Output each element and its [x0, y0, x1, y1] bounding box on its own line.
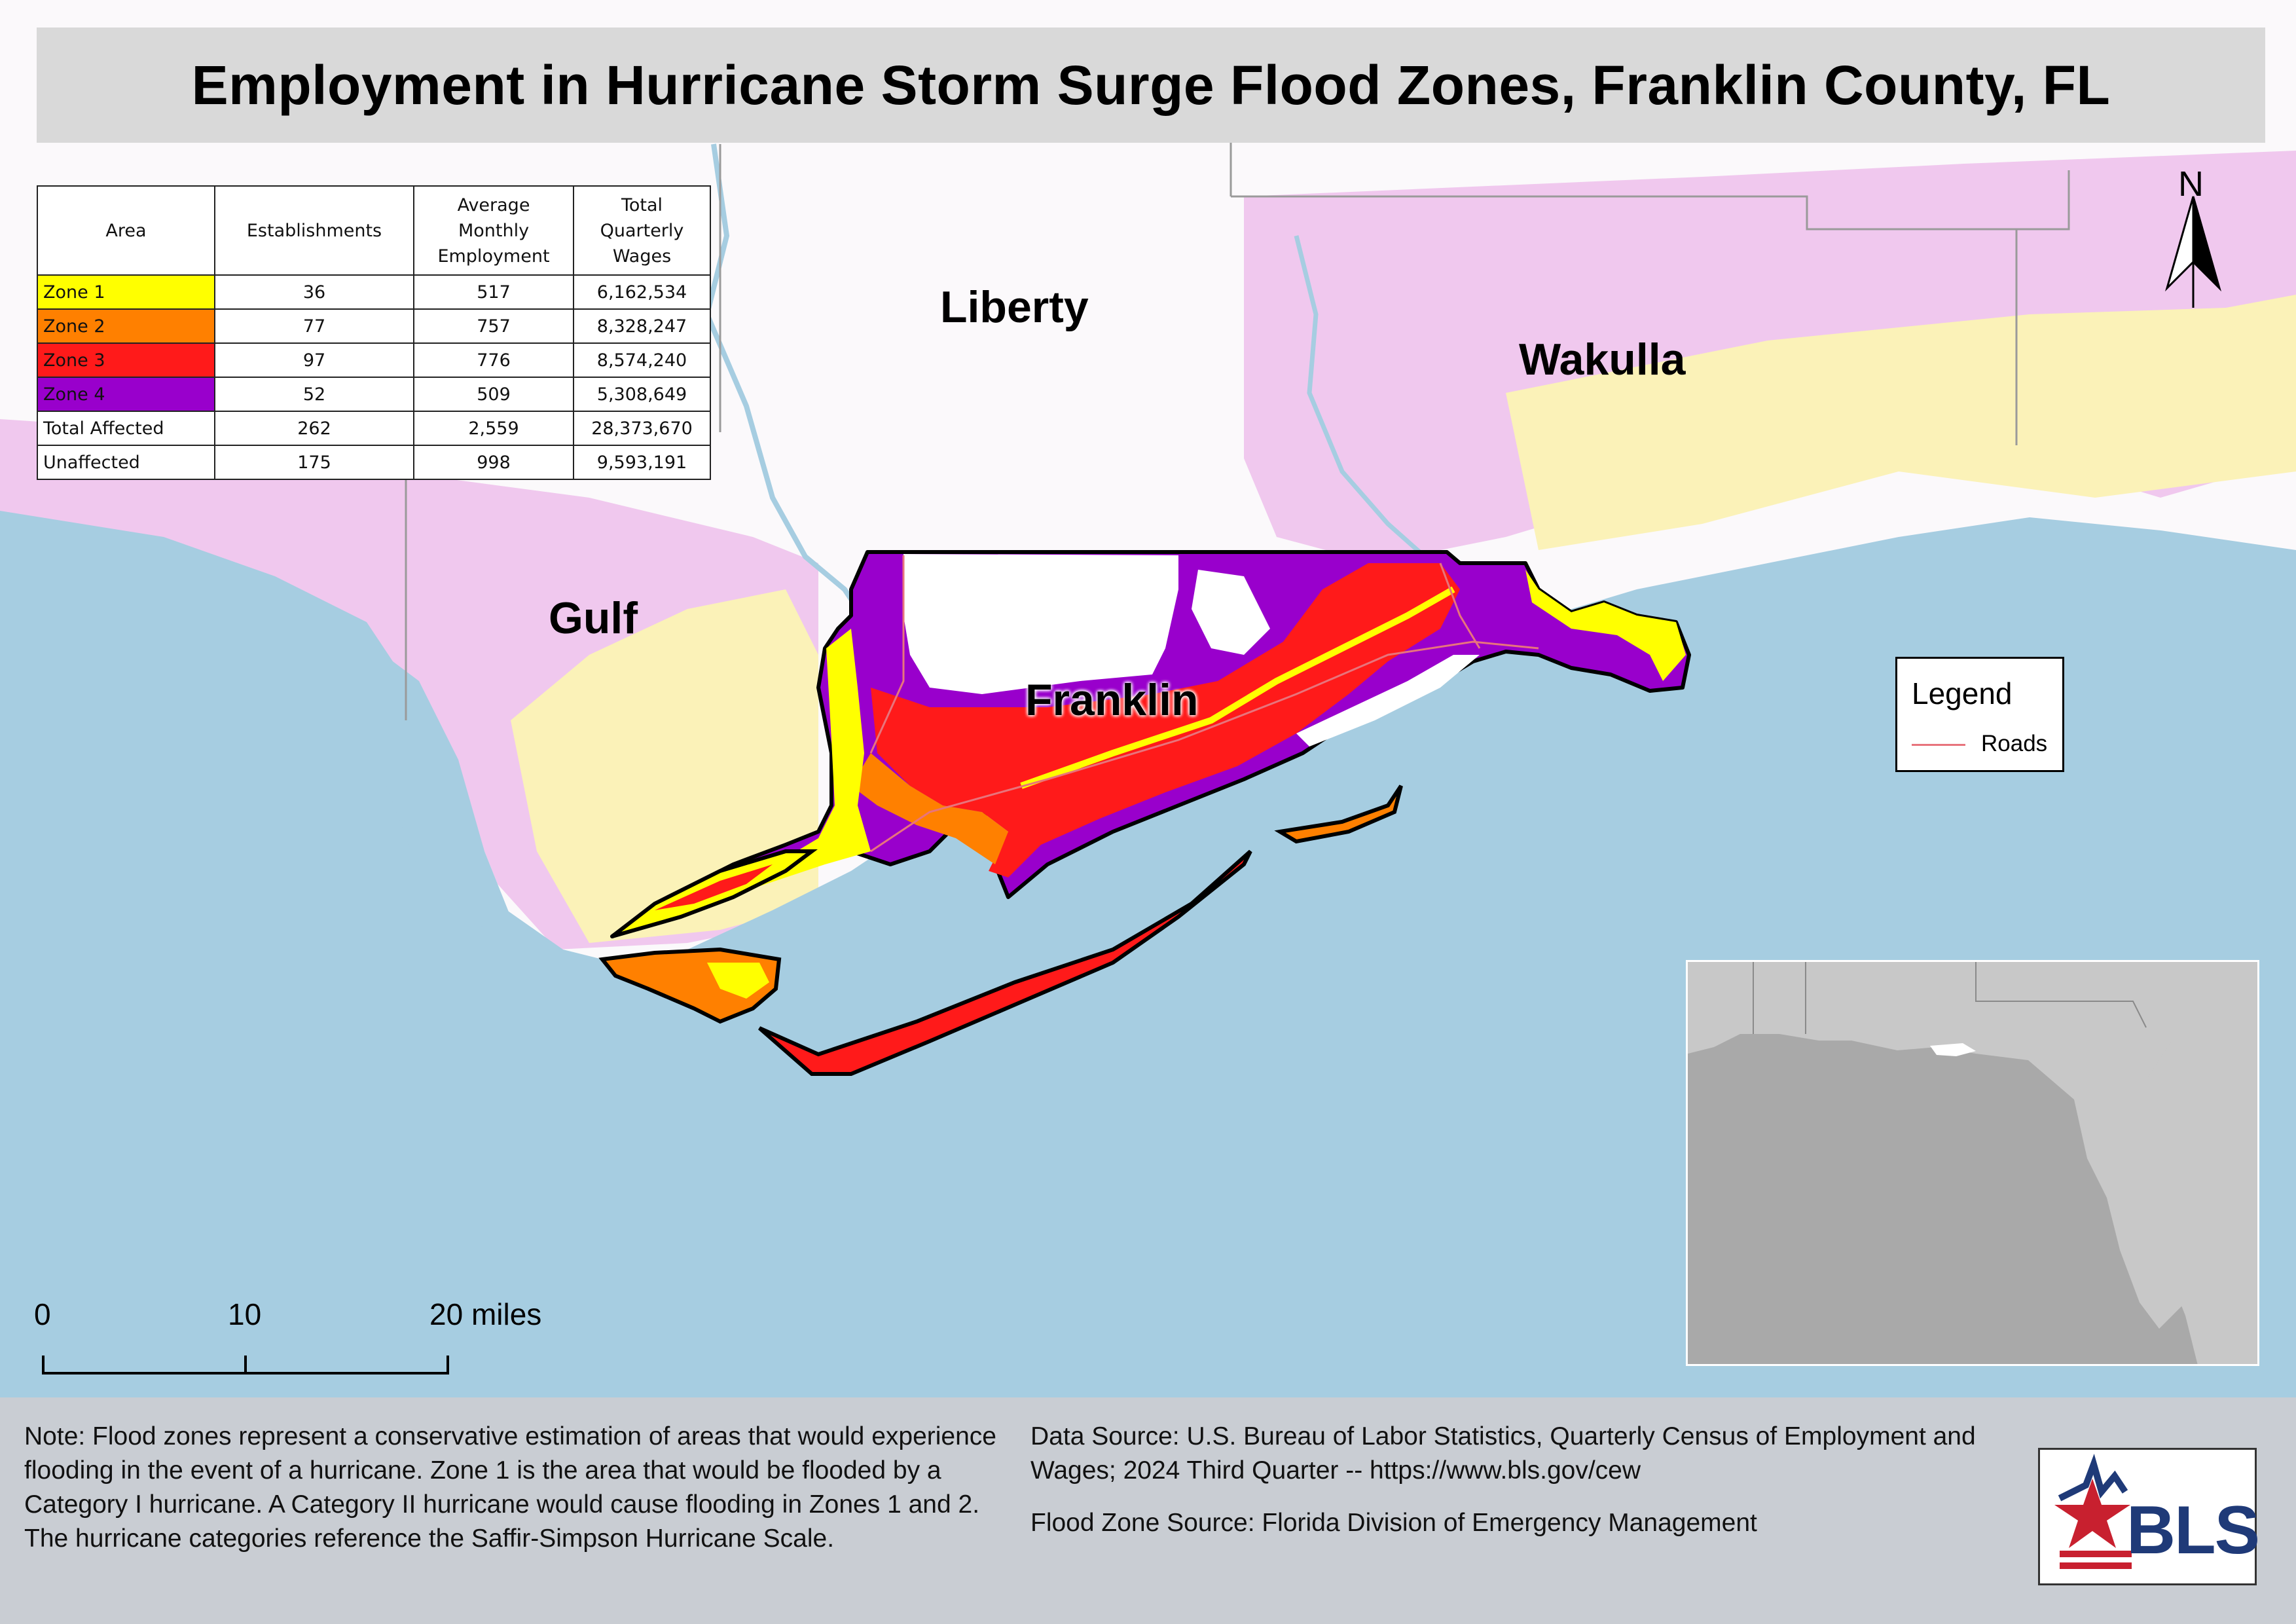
county-label-franklin: Franklin — [1025, 675, 1199, 725]
table-cell-employment: 517 — [413, 274, 574, 310]
inset-map — [1688, 962, 2257, 1364]
table-row: Zone 2 77 757 8,328,247 — [37, 308, 711, 344]
county-label-liberty: Liberty — [940, 282, 1089, 332]
table-cell-area: Total Affected — [37, 411, 215, 446]
apalachicola-river — [704, 143, 873, 631]
table-cell-establishments: 175 — [214, 445, 414, 480]
header-wages: Total Quarterly Wages — [573, 185, 711, 276]
north-arrow-icon — [2164, 196, 2222, 308]
table-cell-employment: 509 — [413, 377, 574, 412]
scale-label-10: 10 — [228, 1297, 262, 1331]
county-label-gulf: Gulf — [549, 593, 638, 643]
north-arrow-label: N — [2178, 164, 2204, 204]
bls-logo: BLS — [2038, 1448, 2260, 1585]
scale-bar — [42, 1356, 449, 1375]
ochlockonee-river — [1294, 235, 1449, 578]
table-cell-area: Zone 4 — [37, 377, 215, 412]
wakulla-surge-yellow — [1506, 295, 2296, 550]
franklin-zone1-river — [1020, 586, 1455, 789]
table-row: Zone 3 97 776 8,574,240 — [37, 342, 711, 378]
legend-item-roads: Roads — [1981, 731, 2048, 756]
table-row: Zone 4 52 509 5,308,649 — [37, 377, 711, 412]
footer-sources: Data Source: U.S. Bureau of Labor Statis… — [1030, 1420, 2013, 1559]
inset-florida-peninsula — [2074, 1014, 2231, 1329]
table-cell-area: Unaffected — [37, 445, 215, 480]
footer-note: Note: Flood zones represent a conservati… — [24, 1422, 996, 1553]
table-cell-employment: 2,559 — [413, 411, 574, 446]
table-cell-employment: 776 — [413, 342, 574, 378]
franklin-zone3 — [871, 563, 1460, 877]
table-cell-wages: 6,162,534 — [573, 274, 711, 310]
table-cell-employment: 757 — [413, 308, 574, 344]
table-cell-area: Zone 2 — [37, 308, 215, 344]
bls-logo-text: BLS — [2126, 1492, 2260, 1568]
gulf-surge-yellow — [511, 589, 818, 943]
roads — [869, 555, 1539, 853]
title-bar: Employment in Hurricane Storm Surge Floo… — [37, 28, 2265, 143]
table-cell-wages: 9,593,191 — [573, 445, 711, 480]
st-joseph-bay — [367, 642, 511, 930]
franklin-zone2 — [851, 753, 1008, 864]
franklin-upland — [903, 554, 1178, 694]
map-title: Employment in Hurricane Storm Surge Floo… — [191, 54, 2111, 116]
table-row: Total Affected 262 2,559 28,373,670 — [37, 411, 711, 446]
footer: Note: Flood zones represent a conservati… — [0, 1397, 2296, 1624]
scale-label-0: 0 — [34, 1297, 51, 1331]
table-header-row: Area Establishments Average Monthly Employ… — [37, 185, 711, 276]
table-cell-establishments: 77 — [214, 308, 414, 344]
tates-hell-upland — [1192, 570, 1270, 655]
table-cell-establishments: 52 — [214, 377, 414, 412]
coastal-upland — [1296, 655, 1480, 747]
header-employment: Average Monthly Employment — [413, 185, 574, 276]
scale-label-20: 20 miles — [429, 1297, 542, 1331]
table-cell-area: Zone 1 — [37, 274, 215, 310]
bls-star-icon — [2054, 1454, 2132, 1569]
table-cell-establishments: 97 — [214, 342, 414, 378]
st-george-island — [758, 849, 1252, 1076]
table-cell-establishments: 36 — [214, 274, 414, 310]
table-row: Unaffected 175 998 9,593,191 — [37, 445, 711, 480]
table-cell-area: Zone 3 — [37, 342, 215, 378]
header-area: Area — [37, 185, 215, 276]
legend-title: Legend — [1912, 676, 2013, 710]
header-establishments: Establishments — [214, 185, 414, 276]
table-cell-wages: 8,328,247 — [573, 308, 711, 344]
cape-san-blas-zone3 — [655, 864, 773, 910]
dog-island — [1274, 784, 1403, 844]
employment-table: Area Establishments Average Monthly Employ… — [37, 185, 711, 480]
legend: Legend Roads — [1895, 657, 2064, 772]
table-cell-wages: 5,308,649 — [573, 377, 711, 412]
table-cell-wages: 8,574,240 — [573, 342, 711, 378]
table-cell-wages: 28,373,670 — [573, 411, 711, 446]
county-label-wakulla: Wakulla — [1519, 335, 1686, 384]
table-cell-employment: 998 — [413, 445, 574, 480]
table-row: Zone 1 36 517 6,162,534 — [37, 274, 711, 310]
franklin-zone1-west — [746, 629, 871, 891]
roads-line-icon — [1912, 744, 1965, 746]
data-source: Data Source: U.S. Bureau of Labor Statis… — [1030, 1422, 1976, 1485]
st-vincent-zone1 — [707, 963, 769, 999]
inset-franklin-highlight — [1930, 1043, 1976, 1056]
flood-zone-source: Flood Zone Source: Florida Division of E… — [1030, 1509, 1757, 1537]
table-cell-establishments: 262 — [214, 411, 414, 446]
franklin-zone1-east — [1525, 570, 1686, 681]
inset-locator-map — [1686, 960, 2259, 1366]
inset-land — [1688, 962, 2257, 1364]
